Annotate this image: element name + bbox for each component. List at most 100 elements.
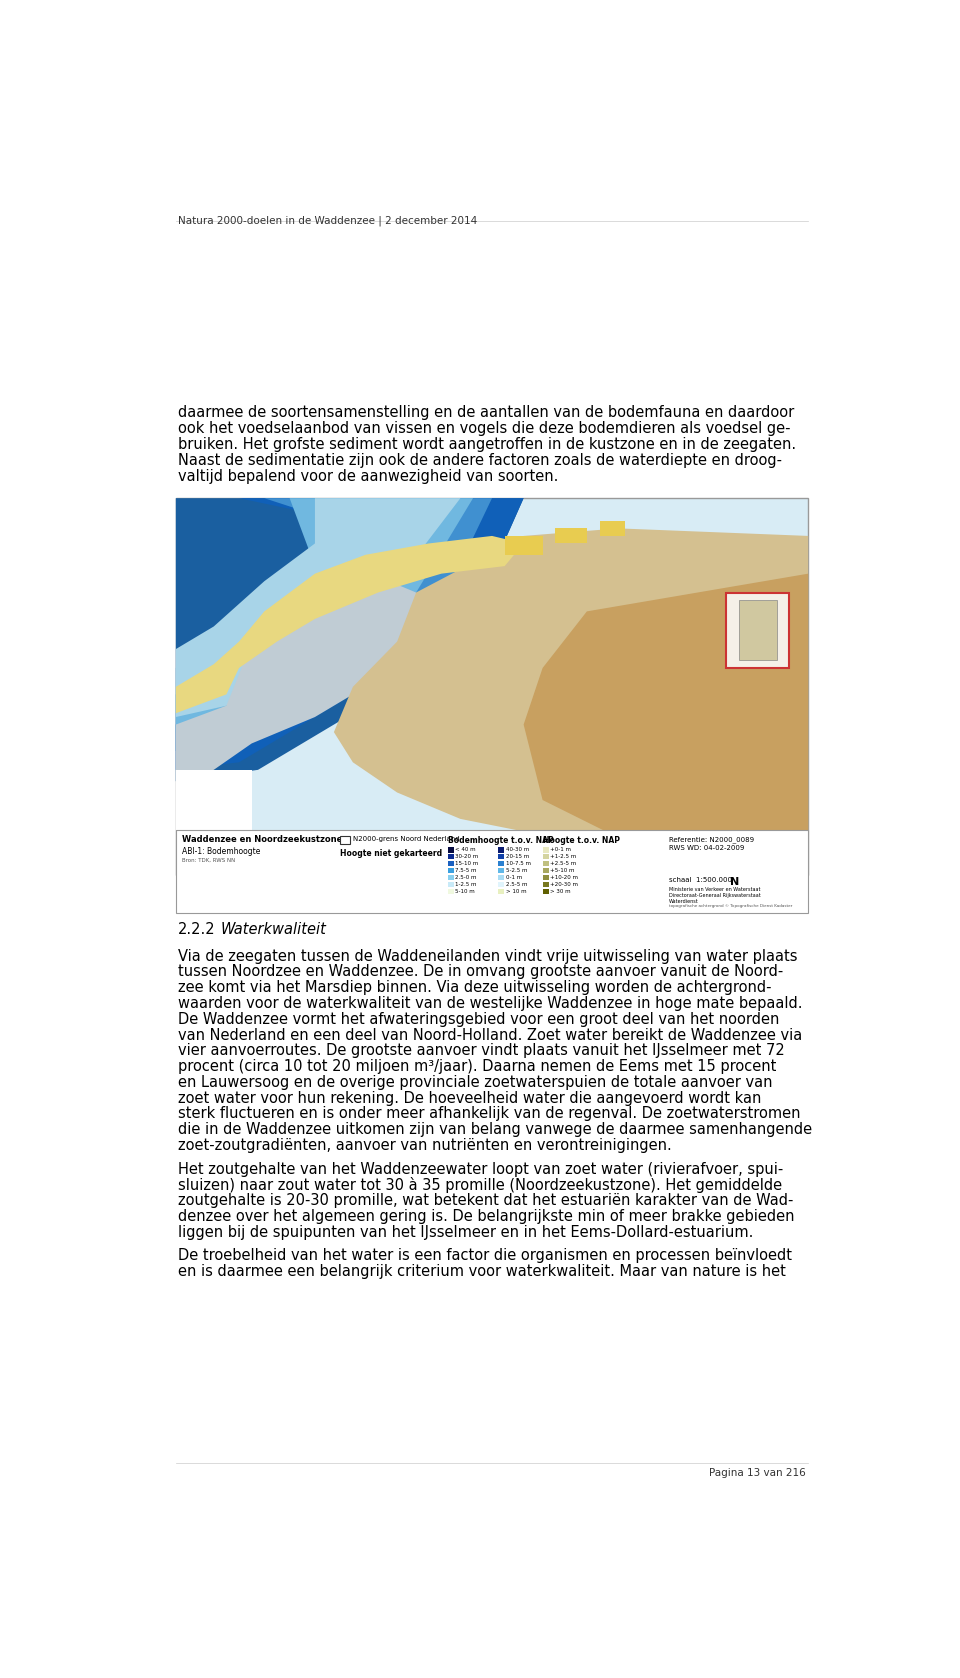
Text: Referentie: N2000_0089: Referentie: N2000_0089 — [669, 836, 755, 842]
Text: > 10 m: > 10 m — [506, 889, 526, 894]
Bar — [498, 889, 504, 894]
Text: sluizen) naar zout water tot 30 à 35 promille (Noordzeekustzone). Het gemiddelde: sluizen) naar zout water tot 30 à 35 pro… — [179, 1178, 782, 1193]
Text: die in de Waddenzee uitkomen zijn van belang vanwege de daarmee samenhangende: die in de Waddenzee uitkomen zijn van be… — [179, 1123, 812, 1138]
Text: liggen bij de spuipunten van het IJsselmeer en in het Eems-Dollard-estuarium.: liggen bij de spuipunten van het IJsselm… — [179, 1225, 754, 1240]
Text: Ministerie van Verkeer en Waterstaat
Directoraat-Generaal Rijkswaterstaat
Waterd: Ministerie van Verkeer en Waterstaat Dir… — [669, 888, 761, 904]
Text: N: N — [731, 878, 739, 888]
Text: zee komt via het Marsdiep binnen. Via deze uitwisseling worden de achtergrond-: zee komt via het Marsdiep binnen. Via de… — [179, 980, 772, 995]
Text: 5-10 m: 5-10 m — [455, 889, 475, 894]
Text: Naast de sedimentatie zijn ook de andere factoren zoals de waterdiepte en droog-: Naast de sedimentatie zijn ook de andere… — [179, 453, 782, 468]
Text: +10-20 m: +10-20 m — [550, 874, 578, 879]
Bar — [447, 854, 454, 859]
Bar — [498, 874, 504, 881]
Text: Pagina 13 van 216: Pagina 13 van 216 — [709, 1468, 805, 1478]
Bar — [447, 883, 454, 888]
Bar — [498, 861, 504, 866]
Text: daarmee de soortensamenstelling en de aantallen van de bodemfauna en daardoor: daarmee de soortensamenstelling en de aa… — [179, 406, 794, 421]
Text: van Nederland en een deel van Noord-Holland. Zoet water bereikt de Waddenzee via: van Nederland en een deel van Noord-Holl… — [179, 1027, 803, 1042]
Text: zoet water voor hun rekening. De hoeveelheid water die aangevoerd wordt kan: zoet water voor hun rekening. De hoeveel… — [179, 1091, 761, 1106]
Text: waarden voor de waterkwaliteit van de westelijke Waddenzee in hoge mate bepaald.: waarden voor de waterkwaliteit van de we… — [179, 997, 803, 1012]
Text: zoet-zoutgradiënten, aanvoer van nutriënten en verontreinigingen.: zoet-zoutgradiënten, aanvoer van nutriën… — [179, 1138, 672, 1153]
Text: 5-2.5 m: 5-2.5 m — [506, 868, 527, 873]
Text: 20-15 m: 20-15 m — [506, 854, 529, 859]
Bar — [176, 498, 808, 876]
Bar — [498, 868, 504, 873]
Bar — [542, 889, 549, 894]
Polygon shape — [176, 565, 442, 782]
Text: Bron: TDK, RWS NN: Bron: TDK, RWS NN — [182, 857, 235, 862]
Bar — [176, 770, 252, 831]
Text: +5-10 m: +5-10 m — [550, 868, 575, 873]
Text: en is daarmee een belangrijk criterium voor waterkwaliteit. Maar van nature is h: en is daarmee een belangrijk criterium v… — [179, 1264, 786, 1279]
Text: Het zoutgehalte van het Waddenzeewater loopt van zoet water (rivierafvoer, spui-: Het zoutgehalte van het Waddenzeewater l… — [179, 1161, 783, 1176]
Text: +0-1 m: +0-1 m — [550, 847, 571, 852]
Text: procent (circa 10 tot 20 miljoen m³/jaar). Daarna nemen de Eems met 15 procent: procent (circa 10 tot 20 miljoen m³/jaar… — [179, 1059, 777, 1074]
Polygon shape — [176, 498, 523, 782]
Text: +1-2.5 m: +1-2.5 m — [550, 854, 577, 859]
Bar — [542, 883, 549, 888]
Text: 10-7.5 m: 10-7.5 m — [506, 861, 531, 866]
Text: Hoogte t.o.v. NAP: Hoogte t.o.v. NAP — [542, 836, 619, 846]
Bar — [542, 868, 549, 873]
Text: < 40 m: < 40 m — [455, 847, 476, 852]
Polygon shape — [523, 574, 808, 837]
Text: en Lauwersoog en de overige provinciale zoetwaterspuien de totale aanvoer van: en Lauwersoog en de overige provinciale … — [179, 1076, 773, 1091]
Text: 40-30 m: 40-30 m — [506, 847, 529, 852]
Bar — [542, 874, 549, 881]
Text: +20-30 m: +20-30 m — [550, 883, 578, 886]
Bar — [498, 847, 504, 852]
Bar — [498, 854, 504, 859]
Text: De troebelheid van het water is een factor die organismen en processen beïnvloed: De troebelheid van het water is een fact… — [179, 1248, 792, 1264]
Bar — [599, 520, 625, 535]
Text: De Waddenzee vormt het afwateringsgebied voor een groot deel van het noorden: De Waddenzee vormt het afwateringsgebied… — [179, 1012, 780, 1027]
Text: Via de zeegaten tussen de Waddeneilanden vindt vrije uitwisseling van water plaa: Via de zeegaten tussen de Waddeneilanden… — [179, 948, 798, 963]
Bar — [498, 883, 504, 888]
Bar — [726, 592, 789, 668]
Text: 15-10 m: 15-10 m — [455, 861, 479, 866]
Text: +2.5-5 m: +2.5-5 m — [550, 861, 577, 866]
Bar — [447, 847, 454, 852]
Polygon shape — [738, 601, 777, 661]
Bar — [447, 861, 454, 866]
Text: zoutgehalte is 20-30 promille, wat betekent dat het estuariën karakter van de Wa: zoutgehalte is 20-30 promille, wat betek… — [179, 1193, 794, 1208]
Bar — [505, 535, 542, 555]
Text: sterk fluctueren en is onder meer afhankelijk van de regenval. De zoetwaterstrom: sterk fluctueren en is onder meer afhank… — [179, 1106, 801, 1121]
Text: Hoogte niet gekarteerd: Hoogte niet gekarteerd — [340, 849, 443, 857]
Text: Bodemhoogte t.o.v. NAP: Bodemhoogte t.o.v. NAP — [447, 836, 554, 846]
Bar — [447, 868, 454, 873]
Text: tussen Noordzee en Waddenzee. De in omvang grootste aanvoer vanuit de Noord-: tussen Noordzee en Waddenzee. De in omva… — [179, 965, 783, 980]
Bar — [542, 854, 549, 859]
Polygon shape — [176, 498, 473, 732]
Bar — [340, 836, 349, 844]
Bar — [447, 889, 454, 894]
Text: schaal  1:500.000: schaal 1:500.000 — [669, 878, 732, 883]
Text: denzee over het algemeen gering is. De belangrijkste min of meer brakke gebieden: denzee over het algemeen gering is. De b… — [179, 1208, 795, 1223]
Text: 2.2.2: 2.2.2 — [179, 921, 216, 936]
Polygon shape — [176, 535, 523, 713]
Bar — [447, 874, 454, 881]
Bar — [176, 831, 808, 913]
Text: 7.5-5 m: 7.5-5 m — [455, 868, 477, 873]
Text: bruiken. Het grofste sediment wordt aangetroffen in de kustzone en in de zeegate: bruiken. Het grofste sediment wordt aang… — [179, 436, 796, 451]
Text: vier aanvoerroutes. De grootste aanvoer vindt plaats vanuit het IJsselmeer met 7: vier aanvoerroutes. De grootste aanvoer … — [179, 1044, 785, 1059]
Text: Natura 2000-doelen in de Waddenzee | 2 december 2014: Natura 2000-doelen in de Waddenzee | 2 d… — [179, 215, 477, 227]
Text: N2000-grens Noord Nederland: N2000-grens Noord Nederland — [352, 836, 459, 842]
Text: ABI-1: Bodemhoogte: ABI-1: Bodemhoogte — [182, 847, 260, 856]
Text: 0-1 m: 0-1 m — [506, 874, 522, 879]
Polygon shape — [176, 498, 523, 770]
Polygon shape — [176, 498, 492, 752]
Bar — [542, 847, 549, 852]
Text: Bodemhoogte Waddenzee en Noordzeekustzone: Bodemhoogte Waddenzee en Noordzeekustzon… — [179, 888, 533, 903]
Text: RWS WD: 04-02-2009: RWS WD: 04-02-2009 — [669, 844, 744, 851]
Bar — [555, 529, 587, 544]
Text: 30-20 m: 30-20 m — [455, 854, 479, 859]
Text: 1-2.5 m: 1-2.5 m — [455, 883, 477, 886]
Text: Waterkwaliteit: Waterkwaliteit — [221, 921, 326, 936]
Text: topografische achtergrond © Topografische Dienst Kadaster: topografische achtergrond © Topografisch… — [669, 904, 792, 908]
Text: 2.5-5 m: 2.5-5 m — [506, 883, 527, 886]
Polygon shape — [176, 498, 461, 717]
Text: valtijd bepalend voor de aanwezigheid van soorten.: valtijd bepalend voor de aanwezigheid va… — [179, 468, 559, 483]
Polygon shape — [334, 529, 808, 837]
Text: > 30 m: > 30 m — [550, 889, 571, 894]
Bar — [542, 861, 549, 866]
